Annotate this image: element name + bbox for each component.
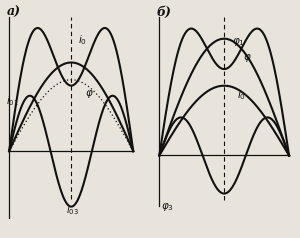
Text: б): б) [157,6,172,19]
Text: $\varphi_3$: $\varphi_3$ [161,201,174,213]
Text: $\varphi_1$: $\varphi_1$ [232,36,244,48]
Text: $\varphi$: $\varphi$ [85,88,94,100]
Text: а): а) [7,6,21,19]
Text: $i_{01}$: $i_{01}$ [6,94,19,108]
Text: $\varphi$: $\varphi$ [243,52,251,64]
Text: $i_0$: $i_0$ [78,33,87,47]
Text: $i_0$: $i_0$ [237,88,246,102]
Text: $i_{03}$: $i_{03}$ [67,203,79,217]
